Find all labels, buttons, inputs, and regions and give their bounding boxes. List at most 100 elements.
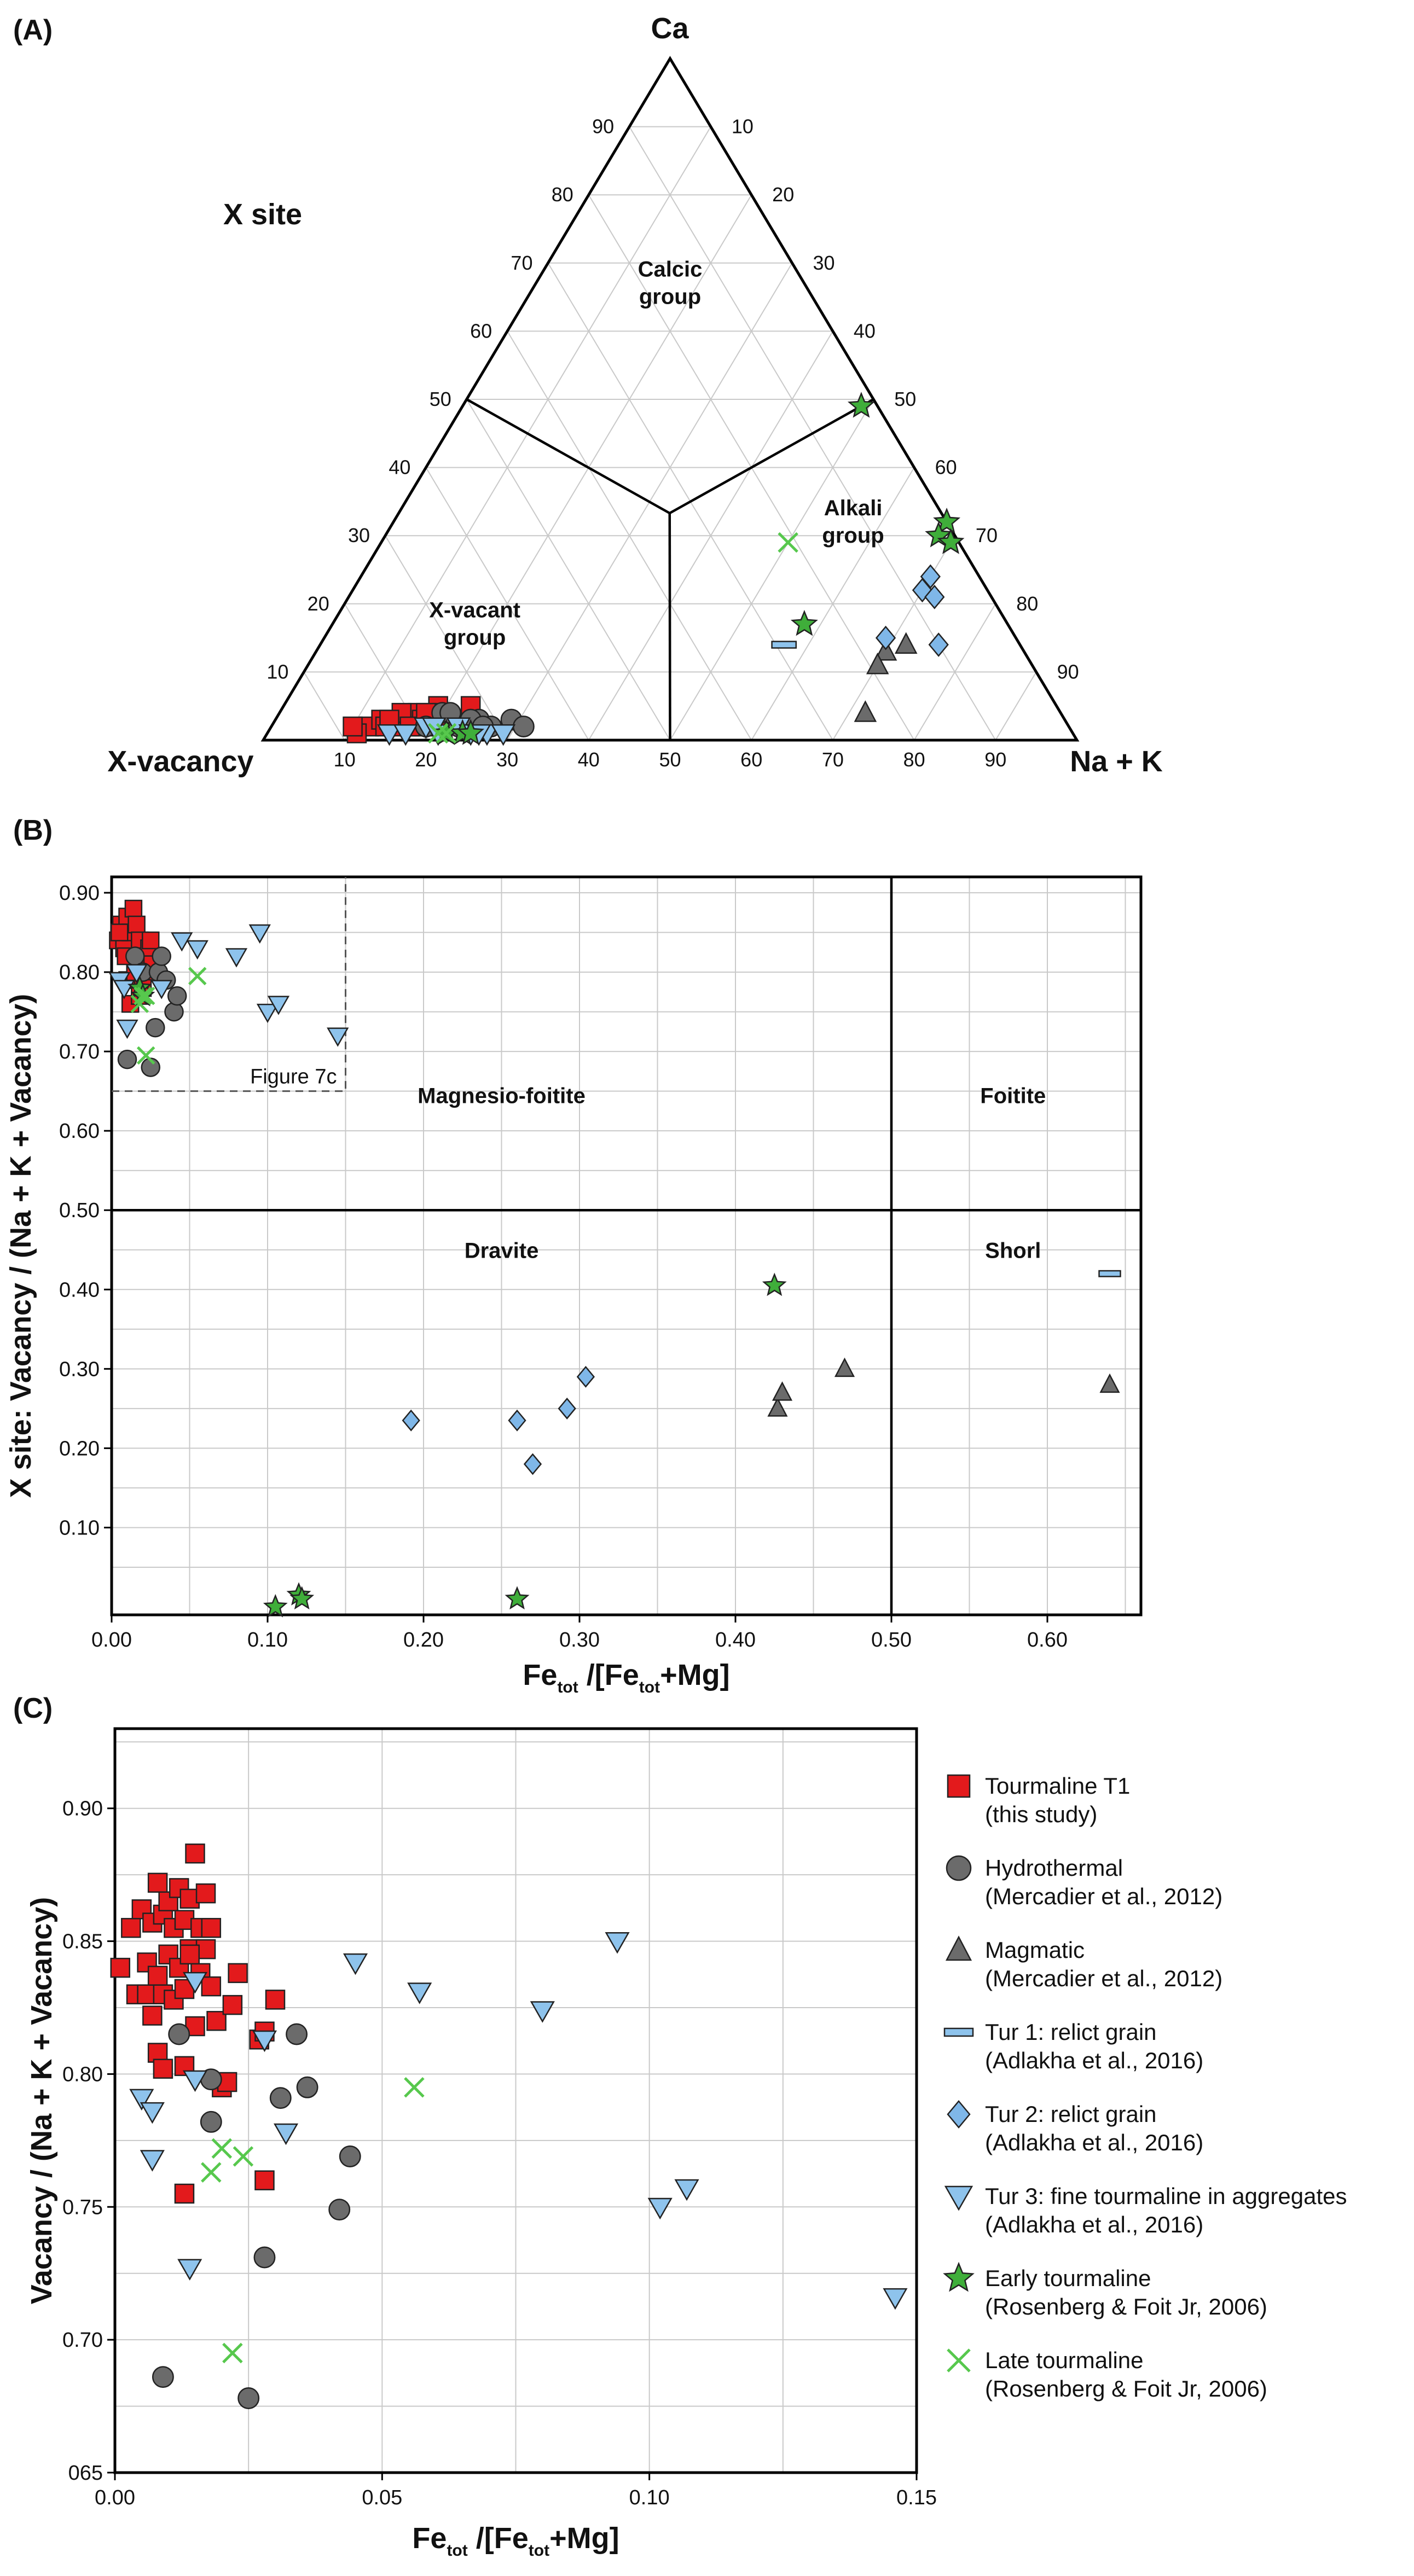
tick-label-bottom: 10 xyxy=(334,748,356,771)
x-axis-title-part: tot xyxy=(447,2542,467,2560)
point-tur3 xyxy=(248,924,271,944)
tick-label-right: 20 xyxy=(772,183,794,206)
point-hydrothermal xyxy=(269,2087,292,2109)
y-tick-label: 0.60 xyxy=(59,1120,100,1143)
y-axis-title: X site: Vacancy / (Na + K + Vacancy) xyxy=(4,994,37,1498)
point-late xyxy=(136,986,155,1005)
legend-source: (this study) xyxy=(985,1801,1097,1827)
point-tur1 xyxy=(771,641,797,649)
point-late-stroke xyxy=(222,2342,243,2364)
legend-source: (Mercadier et al., 2012) xyxy=(985,1966,1222,1991)
point-late-stroke xyxy=(778,532,798,553)
point-late-stroke xyxy=(188,967,207,986)
point-tur3 xyxy=(116,1019,138,1039)
legend-label: Tur 2: relict grain xyxy=(985,2101,1157,2127)
point-tur3 xyxy=(256,1003,279,1024)
tick-label-bottom: 20 xyxy=(415,748,437,771)
tick-label-right: 40 xyxy=(854,319,876,342)
point-tur3 xyxy=(393,724,418,746)
field-boundary xyxy=(669,398,874,515)
point-tourmaline_t1 xyxy=(179,1944,200,1965)
point-tur3 xyxy=(605,1932,630,1954)
point-hydrothermal xyxy=(237,2387,260,2409)
y-tick-label: 0.50 xyxy=(59,1199,100,1222)
x-tick-label: 0.10 xyxy=(247,1629,288,1652)
x-tick-label: 0.00 xyxy=(91,1629,132,1652)
point-late-stroke xyxy=(211,2138,233,2159)
legend-marker-tourmaline_t1 xyxy=(947,1774,971,1798)
plot-frame xyxy=(113,1727,918,2474)
legend-marker-tur2 xyxy=(947,2100,971,2129)
point-tur3 xyxy=(376,724,402,746)
x-tick-label: 0.20 xyxy=(403,1629,444,1652)
point-tur3 xyxy=(140,2150,165,2172)
point-tourmaline_t1 xyxy=(174,2183,195,2204)
point-tur2 xyxy=(928,632,949,657)
point-hydrothermal xyxy=(512,716,535,738)
point-magmatic xyxy=(894,632,918,654)
point-tourmaline_t1 xyxy=(121,1918,141,1938)
point-hydrothermal xyxy=(152,2366,174,2388)
panel-a-ternary: (A) X site 10 10 10 20 20 20 30 30 30 40 40 40 50 50 50 6… xyxy=(13,12,1163,778)
point-tur3 xyxy=(530,2001,555,2023)
tick-label-left: 80 xyxy=(552,183,573,206)
point-early xyxy=(847,392,875,418)
point-tourmaline_t1 xyxy=(222,1994,243,2015)
point-tourmaline_t1 xyxy=(153,2059,173,2079)
point-tur1 xyxy=(1098,1270,1121,1277)
legend: Tourmaline T1 (this study)Hydrothermal(M… xyxy=(943,1773,1347,2401)
point-tur3 xyxy=(182,1972,208,1994)
inset-label: Figure 7c xyxy=(250,1066,337,1089)
point-early xyxy=(289,1586,315,1610)
point-magmatic xyxy=(834,1357,855,1377)
point-tourmaline_t1 xyxy=(185,1844,205,1864)
y-tick-label: 0.80 xyxy=(62,2063,103,2086)
vertex-na-k: Na + K xyxy=(1070,745,1163,778)
x-tick-label: 0.30 xyxy=(559,1629,600,1652)
point-late-stroke xyxy=(436,723,457,744)
x-axis-title-part: /[Fe xyxy=(468,2522,529,2555)
point-hydrothermal xyxy=(286,2023,308,2045)
point-late-stroke xyxy=(136,1046,155,1065)
x-tick-label: 0.15 xyxy=(896,2486,937,2509)
y-tick-label: 0.10 xyxy=(59,1516,100,1539)
legend-label: Late tourmaline xyxy=(985,2347,1144,2373)
point-tourmaline_t1 xyxy=(254,2170,275,2190)
y-tick-label: 0.20 xyxy=(59,1437,100,1460)
x-axis-title-part: tot xyxy=(529,2542,549,2560)
point-tur3 xyxy=(407,1982,432,2004)
point-tur3 xyxy=(125,964,148,984)
legend-marker-tur3 xyxy=(944,2185,973,2211)
point-hydrothermal xyxy=(328,2199,351,2221)
point-tourmaline_t1 xyxy=(228,1963,248,1984)
grid-vac xyxy=(303,671,345,741)
x-axis-title-part: +Mg] xyxy=(660,1659,730,1691)
tick-label-right: 80 xyxy=(1016,592,1038,615)
legend-marker-late-stroke xyxy=(947,2348,971,2373)
legend-source: (Adlakha et al., 2016) xyxy=(985,2130,1203,2155)
point-early xyxy=(762,1272,787,1296)
plot-frame xyxy=(110,875,1143,1616)
field-label: Calcic xyxy=(638,258,703,282)
point-hydrothermal xyxy=(168,2023,190,2045)
point-early xyxy=(263,1594,288,1618)
y-axis-title: Vacancy / (Na + K + Vacancy) xyxy=(25,1897,58,2304)
point-tur2 xyxy=(508,1409,526,1432)
y-tick-label: 0.90 xyxy=(59,882,100,905)
x-tick-label: 0.50 xyxy=(871,1629,912,1652)
field-label: Shorl xyxy=(985,1238,1041,1263)
point-tur2 xyxy=(875,625,896,650)
field-label: group xyxy=(444,626,506,650)
point-hydrothermal xyxy=(164,1002,184,1022)
point-late xyxy=(404,2077,425,2098)
point-late xyxy=(233,2146,254,2167)
field-boundary xyxy=(466,398,670,515)
point-tur3 xyxy=(177,2259,202,2281)
point-late xyxy=(211,2138,233,2159)
point-hydrothermal xyxy=(152,946,171,966)
y-tick-label: 0.70 xyxy=(62,2329,103,2352)
field-label: Dravite xyxy=(465,1238,539,1263)
point-late xyxy=(188,967,207,986)
point-late xyxy=(201,2162,222,2183)
